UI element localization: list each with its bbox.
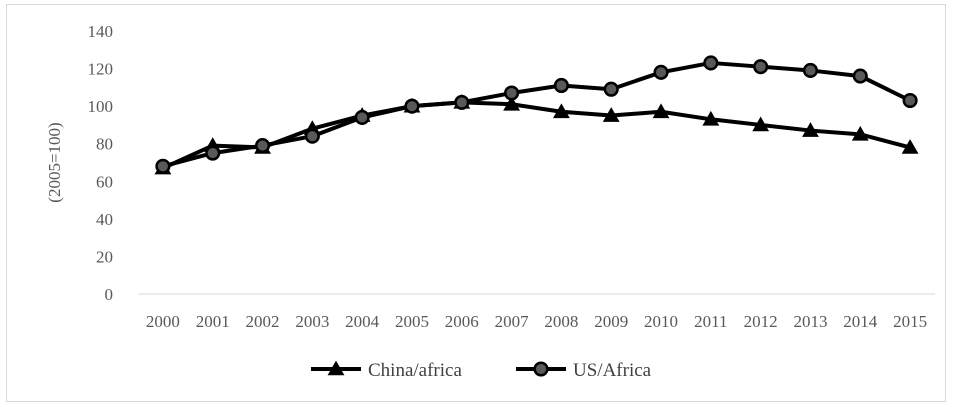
- x-tick-label: 2013: [793, 312, 827, 331]
- triangle-point: [901, 139, 919, 154]
- triangle-point: [802, 122, 819, 137]
- y-tick-label: 140: [88, 22, 114, 41]
- circle-point: [254, 138, 271, 154]
- legend-triangle-marker: [327, 360, 345, 376]
- triangle-point: [652, 103, 670, 119]
- circle-point: [404, 98, 420, 114]
- circle-point: [155, 158, 171, 174]
- series-line: [162, 100, 911, 170]
- x-tick-label: 2006: [445, 312, 479, 331]
- triangle-point: [503, 95, 520, 111]
- triangle-point: [851, 125, 869, 141]
- x-tick-label: 2008: [544, 312, 578, 331]
- x-tick-label: 2002: [246, 312, 280, 331]
- x-tick-label: 2005: [395, 312, 429, 331]
- circle-point: [205, 145, 221, 161]
- legend-item: US/Africa: [516, 360, 652, 381]
- legend-label: China/africa: [368, 360, 462, 381]
- triangle-point: [702, 110, 720, 126]
- y-axis: 0 20 40 60 80 100 120 140: [88, 22, 114, 304]
- x-tick-label: 2010: [644, 312, 678, 331]
- x-tick-label: 2001: [196, 312, 230, 331]
- x-tick-label: 2007: [495, 312, 530, 331]
- series-layer: [154, 55, 919, 175]
- x-tick-label: 2011: [694, 312, 727, 331]
- y-tick-label: 80: [96, 135, 113, 154]
- x-tick-label: 2004: [345, 312, 380, 331]
- series-us-africa: [155, 55, 918, 174]
- legend-circle-marker: [533, 361, 549, 377]
- y-tick-label: 0: [105, 285, 114, 304]
- circle-point: [653, 64, 669, 80]
- triangle-point: [602, 107, 620, 122]
- x-tick-label: 2000: [146, 312, 180, 331]
- circle-point: [354, 109, 370, 125]
- legend: China/africa US/Africa: [311, 360, 652, 381]
- circle-point: [902, 92, 918, 109]
- series-china-africa: [154, 93, 919, 175]
- triangle-point: [752, 116, 770, 132]
- x-axis: 2000 2001 2002 2003 2004 2005 2006 2007 2008 2009…: [138, 293, 935, 331]
- circle-point: [802, 62, 819, 78]
- series-line: [162, 60, 911, 169]
- legend-label: US/Africa: [573, 360, 652, 381]
- y-tick-label: 100: [88, 97, 114, 116]
- y-tick-label: 60: [96, 172, 113, 191]
- y-axis-title: (2005=100): [45, 122, 64, 202]
- x-tick-label: 2015: [893, 312, 927, 331]
- circle-point: [703, 55, 719, 71]
- y-tick-label: 40: [96, 210, 113, 229]
- circle-point: [454, 94, 470, 110]
- circle-point: [852, 68, 868, 84]
- triangle-point: [553, 103, 570, 119]
- x-tick-label: 2009: [594, 312, 628, 331]
- circle-point: [304, 128, 320, 144]
- circle-point: [603, 81, 619, 97]
- circle-point: [504, 85, 520, 101]
- y-tick-label: 20: [96, 247, 113, 266]
- x-tick-label: 2003: [295, 312, 329, 331]
- legend-item: China/africa: [311, 360, 462, 381]
- circle-point: [553, 77, 569, 94]
- circle-point: [753, 59, 769, 75]
- x-tick-label: 2012: [744, 312, 778, 331]
- y-tick-label: 120: [88, 60, 114, 79]
- x-tick-label: 2014: [843, 312, 878, 331]
